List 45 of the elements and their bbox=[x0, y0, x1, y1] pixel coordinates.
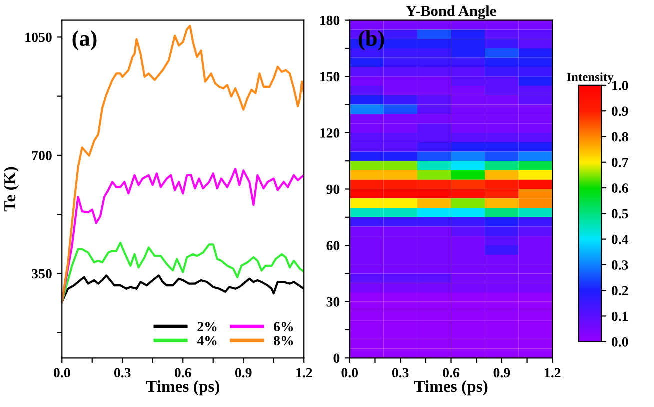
color-bar-label: 1.0 bbox=[612, 81, 628, 90]
color-bar-label: 0.3 bbox=[612, 260, 628, 270]
x-axis-title: Times (ps) bbox=[414, 380, 488, 396]
color-bar-label: 0.7 bbox=[612, 158, 628, 168]
x-axis-title: Times (ps) bbox=[146, 380, 220, 396]
y-tick-label: 30 bbox=[326, 297, 340, 307]
y-axis-title: Te (K) bbox=[4, 167, 20, 212]
x-tick-label: 0.0 bbox=[54, 368, 70, 378]
legend-label: 2% bbox=[198, 322, 217, 332]
color-bar-label: 0.4 bbox=[612, 234, 629, 244]
y-tick-label: 180 bbox=[320, 16, 340, 26]
legend-label: 4% bbox=[197, 336, 217, 346]
color-bar-label: 0.5 bbox=[612, 209, 628, 219]
legend-label: 8% bbox=[274, 336, 294, 346]
y-tick-label: 350 bbox=[32, 269, 52, 279]
chart-title: Y-Bond Angle bbox=[406, 6, 496, 20]
line-series bbox=[62, 168, 304, 304]
y-tick-label: 120 bbox=[320, 128, 340, 138]
color-bar-label: 0.9 bbox=[612, 106, 628, 116]
color-bar-label: 0.0 bbox=[612, 337, 628, 347]
y-tick-label: 150 bbox=[320, 72, 340, 82]
x-tick-label: 0.3 bbox=[114, 368, 131, 378]
color-bar-label: 0.6 bbox=[612, 184, 628, 194]
y-tick-label: 60 bbox=[326, 241, 340, 251]
line-series bbox=[62, 242, 304, 304]
x-tick-label: 1.2 bbox=[296, 368, 312, 378]
x-tick-label: 0.0 bbox=[342, 368, 358, 378]
color-bar-label: 0.8 bbox=[612, 132, 628, 142]
color-bar-label: 0.2 bbox=[612, 286, 628, 296]
line-series bbox=[62, 25, 304, 304]
color-bar-label: 0.1 bbox=[612, 312, 628, 322]
legend-label: 6% bbox=[274, 322, 294, 332]
x-tick-label: 0.6 bbox=[174, 368, 192, 378]
y-tick-label: 700 bbox=[32, 151, 52, 160]
x-tick-label: 0.3 bbox=[392, 368, 409, 378]
color-bar-title: Intensity bbox=[567, 72, 614, 84]
annotation: (b) bbox=[358, 30, 384, 51]
x-tick-label: 1.2 bbox=[545, 368, 561, 378]
y-tick-label: 0 bbox=[334, 354, 340, 364]
x-tick-label: 0.6 bbox=[443, 368, 460, 378]
x-tick-label: 0.9 bbox=[235, 368, 252, 378]
x-tick-label: 0.9 bbox=[494, 368, 510, 378]
y-tick-label: 1050 bbox=[26, 32, 52, 42]
y-tick-label: 90 bbox=[326, 184, 340, 194]
annotation: (a) bbox=[72, 30, 97, 51]
